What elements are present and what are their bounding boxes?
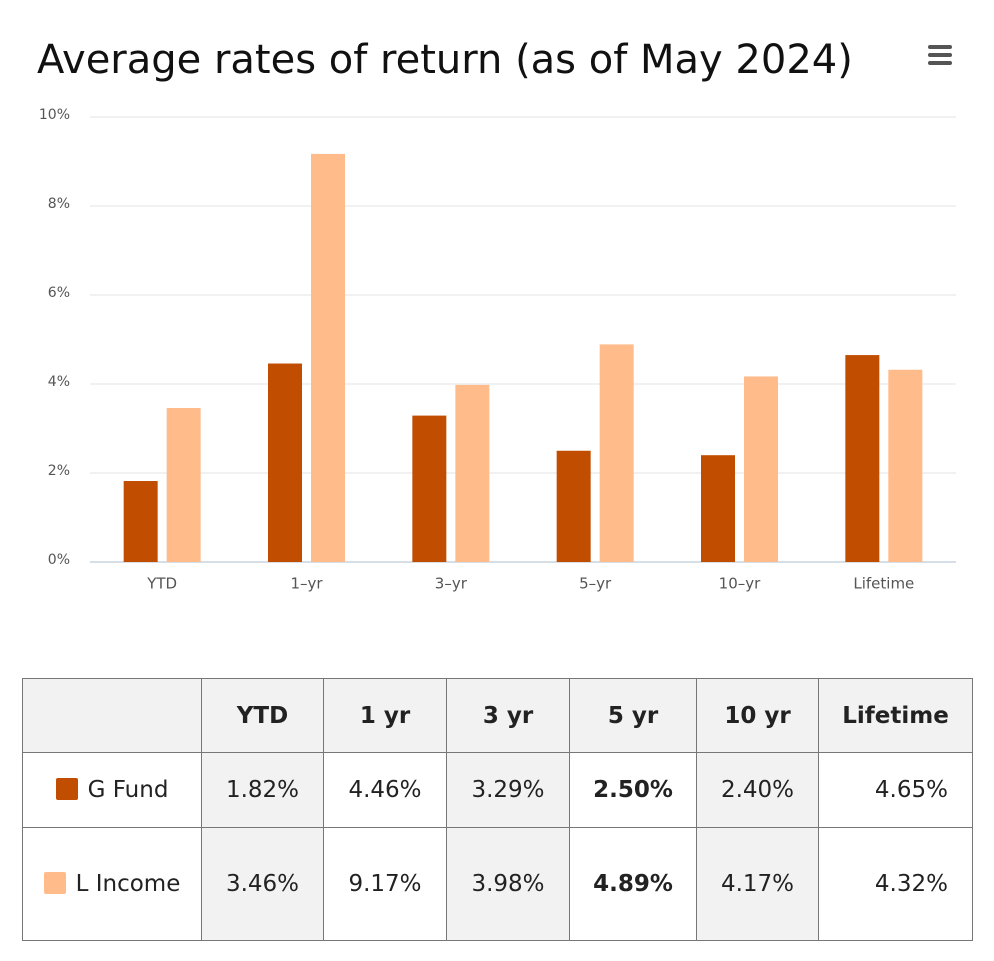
y-tick-label: 0% [48, 552, 70, 568]
x-tick-label: YTD [146, 575, 177, 593]
series-cell: G Fund [22, 752, 202, 828]
value-cell: 4.32% [818, 827, 973, 941]
bar [888, 369, 923, 562]
series-name: L Income [75, 871, 181, 897]
table-row: L Income 3.46% 9.17% 3.98% 4.89% 4.17% 4.32% [22, 827, 973, 941]
y-tick-label: 10% [39, 107, 70, 123]
value-cell: 3.29% [446, 752, 570, 828]
column-header: Lifetime [818, 678, 973, 753]
returns-table: YTD 1 yr 3 yr 5 yr 10 yr Lifetime G Fund 1.82%… [22, 678, 973, 941]
bar [744, 376, 778, 562]
bar [455, 384, 490, 562]
y-tick-label: 8% [48, 196, 70, 212]
column-header: 5 yr [569, 678, 697, 753]
bar [123, 481, 158, 562]
x-tick-label: 1–yr [290, 575, 323, 593]
x-tick-label: Lifetime [853, 575, 914, 593]
value-cell: 3.46% [201, 827, 324, 941]
corner-cell [22, 678, 202, 753]
chart-title: Average rates of return (as of May 2024) [37, 37, 853, 83]
x-tick-label: 5–yr [579, 575, 612, 593]
bar [311, 153, 345, 562]
bar [412, 415, 447, 562]
value-cell: 3.98% [446, 827, 570, 941]
bar [166, 408, 201, 562]
column-header: YTD [201, 678, 324, 753]
value-cell: 2.40% [696, 752, 819, 828]
value-cell: 4.89% [569, 827, 697, 941]
bar [268, 363, 302, 562]
series-name: G Fund [87, 777, 169, 803]
x-tick-label: 10–yr [719, 575, 761, 593]
table-row: G Fund 1.82% 4.46% 3.29% 2.50% 2.40% 4.65% [22, 752, 973, 828]
bar [599, 344, 634, 562]
bar [556, 450, 591, 562]
header-row: YTD 1 yr 3 yr 5 yr 10 yr Lifetime [22, 678, 973, 753]
column-header: 3 yr [446, 678, 570, 753]
y-tick-label: 6% [48, 285, 70, 301]
menu-bar [928, 53, 952, 57]
y-tick-label: 2% [48, 463, 70, 479]
value-cell: 1.82% [201, 752, 324, 828]
value-cell: 9.17% [323, 827, 447, 941]
bar [701, 455, 735, 562]
value-cell: 4.17% [696, 827, 819, 941]
bar [845, 355, 880, 562]
value-cell: 2.50% [569, 752, 697, 828]
x-tick-label: 3–yr [435, 575, 468, 593]
menu-bar [928, 45, 952, 49]
chart: Average rates of return (as of May 2024)… [37, 37, 956, 593]
column-header: 1 yr [323, 678, 447, 753]
menu-bar [928, 61, 952, 65]
value-cell: 4.46% [323, 752, 447, 828]
legend-swatch [43, 872, 66, 894]
series-cell: L Income [22, 827, 202, 941]
value-cell: 4.65% [818, 752, 973, 828]
menu-button[interactable] [928, 45, 952, 65]
legend-swatch [55, 778, 78, 800]
y-tick-label: 4% [48, 374, 70, 390]
column-header: 10 yr [696, 678, 819, 753]
